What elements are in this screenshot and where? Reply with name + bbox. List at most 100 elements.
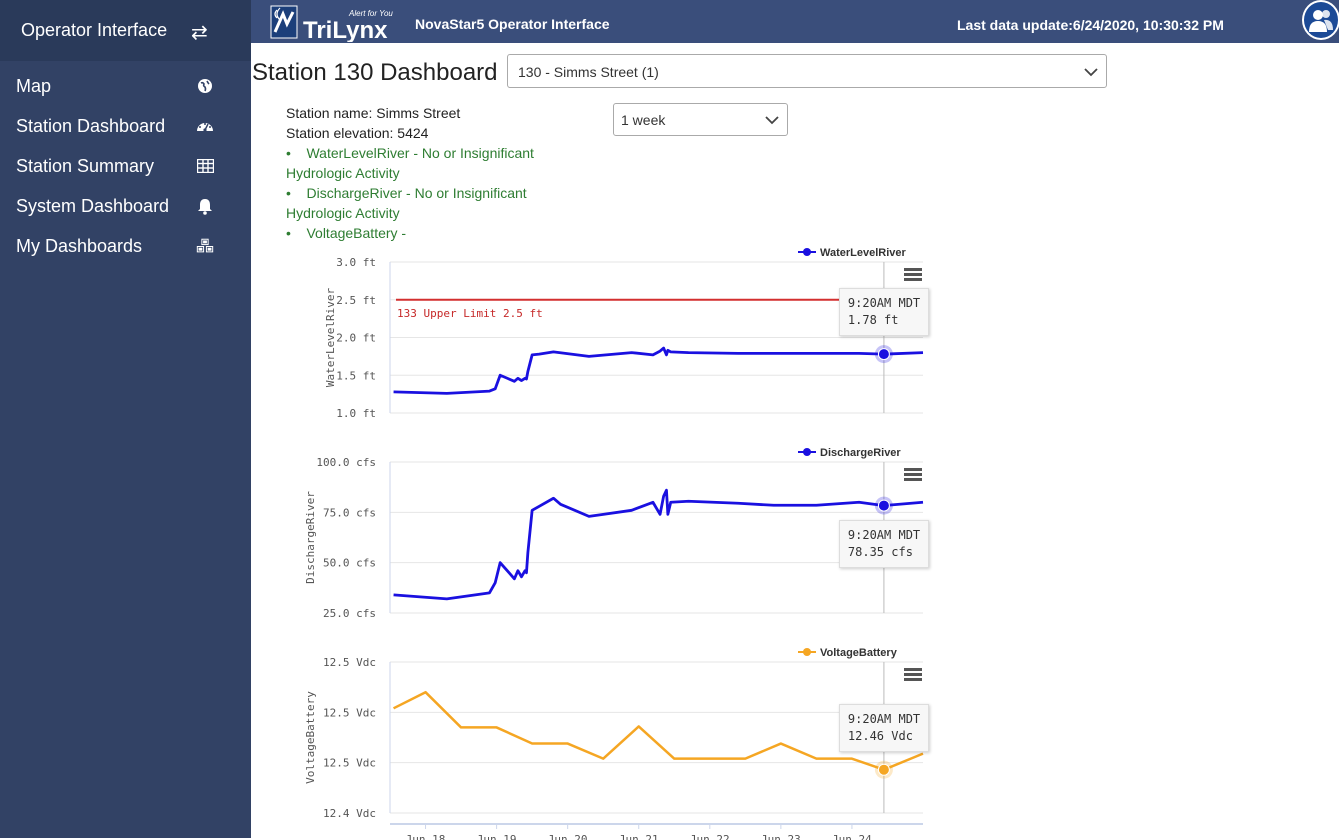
x-tick-label: Jun 24	[832, 833, 872, 840]
hover-point	[877, 348, 890, 361]
legend-marker	[803, 248, 811, 256]
page-title: Station 130 Dashboard	[252, 59, 498, 86]
trilynx-logo: TriLynx Alert for You	[269, 4, 393, 44]
y-tick-label: 1.0 ft	[336, 407, 376, 420]
sidebar-item-label: My Dashboards	[16, 235, 143, 256]
sidebar-item-station-dashboard[interactable]: Station Dashboard	[0, 108, 251, 144]
sidebar-item-label: System Dashboard	[16, 195, 170, 216]
time-range-value: 1 week	[621, 112, 666, 128]
y-axis-title: DischargeRiver	[304, 491, 317, 584]
station-select-value: 130 - Simms Street (1)	[518, 64, 659, 80]
y-tick-label: 2.0 ft	[336, 332, 376, 345]
x-tick-label: Jun 18	[406, 833, 446, 840]
sidebar: Operator Interface ⇄ Map Station Dashboa…	[0, 0, 251, 838]
alert-item: • DischargeRiver - No or Insignificant H…	[286, 185, 527, 221]
legend-marker	[803, 448, 811, 456]
series-line	[392, 690, 924, 771]
discharge-chart: DischargeRiver 100.0 cfs 75.0 cfs 50.0 cfs 2…	[300, 440, 930, 640]
y-tick-label: 25.0 cfs	[323, 607, 376, 620]
chart-svg: WaterLevelRiver 3.0 ft 2.5 ft 2.0 ft 1.5 ft 1…	[324, 247, 924, 420]
series-line	[393, 346, 924, 395]
x-tick-label: Jun 21	[619, 833, 659, 840]
legend: DischargeRiver	[798, 447, 901, 459]
x-tick-label: Jun 19	[477, 833, 517, 840]
top-bar: TriLynx Alert for You NovaStar5 Operator…	[251, 0, 1339, 44]
sidebar-title: Operator Interface	[21, 20, 168, 40]
cubes-icon	[195, 236, 215, 256]
legend: WaterLevelRiver	[798, 247, 907, 259]
sidebar-header: Operator Interface ⇄	[0, 0, 251, 61]
y-tick-label: 12.5 Vdc	[323, 757, 376, 770]
legend-label: WaterLevelRiver	[820, 247, 907, 259]
x-tick-label: Jun 20	[548, 833, 588, 840]
voltage-chart: VoltageBattery 12.5 Vdc 12.5 Vdc 12.5 Vdc 12…	[300, 640, 930, 840]
station-name: Station name: Simms Street	[286, 105, 461, 121]
alert-item: • VoltageBattery -	[286, 225, 407, 241]
logo-tagline: Alert for You	[348, 9, 393, 18]
threshold-label: 133 Upper Limit 2.5 ft	[397, 307, 543, 320]
chart-svg: DischargeRiver 100.0 cfs 75.0 cfs 50.0 cfs 2…	[304, 447, 924, 620]
user-avatar-icon[interactable]	[1302, 0, 1339, 40]
chart-tooltip: 9:20AM MDT 1.78 ft	[838, 288, 930, 337]
chart-tooltip: 9:20AM MDT 12.46 Vdc	[838, 703, 930, 752]
y-axis-title: VoltageBattery	[304, 691, 317, 784]
hover-point	[877, 763, 890, 776]
chart-menu-icon[interactable]	[904, 268, 922, 282]
table-icon	[195, 156, 215, 176]
tooltip-time: 9:20AM MDT	[847, 527, 921, 542]
alert-text-cont: Hydrologic Activity	[286, 165, 400, 181]
series-line	[393, 488, 924, 601]
gauge-icon	[195, 116, 215, 136]
tooltip-value: 12.46 Vdc	[847, 728, 913, 743]
logo-text: TriLynx	[303, 17, 388, 42]
tooltip-time: 9:20AM MDT	[847, 296, 921, 311]
legend-marker	[803, 648, 811, 656]
y-axis-title: WaterLevelRiver	[324, 287, 337, 387]
sidebar-item-label: Map	[16, 75, 52, 96]
alert-text: WaterLevelRiver - No or Insignificant	[306, 145, 534, 161]
y-tick-label: 2.5 ft	[336, 294, 376, 307]
y-tick-label: 3.0 ft	[336, 256, 376, 269]
chart-svg: VoltageBattery 12.5 Vdc 12.5 Vdc 12.5 Vdc 12…	[304, 647, 924, 840]
sidebar-item-label: Station Summary	[16, 155, 155, 176]
app-title: NovaStar5 Operator Interface	[415, 16, 610, 32]
chart-menu-icon[interactable]	[904, 468, 922, 482]
y-tick-label: 1.5 ft	[336, 369, 376, 382]
alert-text-cont: Hydrologic Activity	[286, 205, 400, 221]
y-tick-label: 12.5 Vdc	[323, 656, 376, 669]
x-tick-label: Jun 22	[690, 833, 730, 840]
tooltip-value: 1.78 ft	[847, 313, 899, 328]
alert-text: VoltageBattery -	[306, 225, 407, 241]
toggle-sidebar-icon[interactable]: ⇄	[191, 22, 208, 44]
y-tick-label: 12.5 Vdc	[323, 706, 376, 719]
y-tick-label: 100.0 cfs	[316, 456, 376, 469]
time-range-select[interactable]: 1 week	[613, 103, 788, 136]
y-tick-label: 12.4 Vdc	[323, 807, 376, 820]
hover-point	[877, 499, 890, 512]
bell-icon	[195, 196, 215, 216]
legend-label: VoltageBattery	[820, 647, 898, 659]
chart-tooltip: 9:20AM MDT 78.35 cfs	[838, 519, 930, 568]
legend-label: DischargeRiver	[820, 447, 901, 459]
chevron-down-icon	[765, 116, 779, 125]
sidebar-item-map[interactable]: Map	[0, 68, 251, 104]
last-data-update: Last data update:6/24/2020, 10:30:32 PM	[957, 17, 1224, 33]
water-level-chart: WaterLevelRiver 3.0 ft 2.5 ft 2.0 ft 1.5 ft 1…	[300, 240, 930, 440]
sidebar-item-label: Station Dashboard	[16, 115, 166, 136]
tooltip-value: 78.35 cfs	[847, 544, 913, 559]
chevron-down-icon	[1084, 68, 1098, 77]
tooltip-time: 9:20AM MDT	[847, 711, 921, 726]
y-tick-label: 50.0 cfs	[323, 557, 376, 570]
y-tick-label: 75.0 cfs	[323, 506, 376, 519]
station-select[interactable]: 130 - Simms Street (1)	[507, 54, 1107, 88]
x-tick-label: Jun 23	[761, 833, 801, 840]
station-elevation: Station elevation: 5424	[286, 125, 429, 141]
chart-menu-icon[interactable]	[904, 668, 922, 682]
globe-icon	[195, 76, 215, 96]
legend: VoltageBattery	[798, 647, 898, 659]
sidebar-item-system-dashboard[interactable]: System Dashboard	[0, 188, 251, 224]
alert-item: • WaterLevelRiver - No or Insignificant …	[286, 145, 534, 181]
sidebar-item-my-dashboards[interactable]: My Dashboards	[0, 228, 251, 264]
sidebar-item-station-summary[interactable]: Station Summary	[0, 148, 251, 184]
alert-text: DischargeRiver - No or Insignificant	[306, 185, 527, 201]
